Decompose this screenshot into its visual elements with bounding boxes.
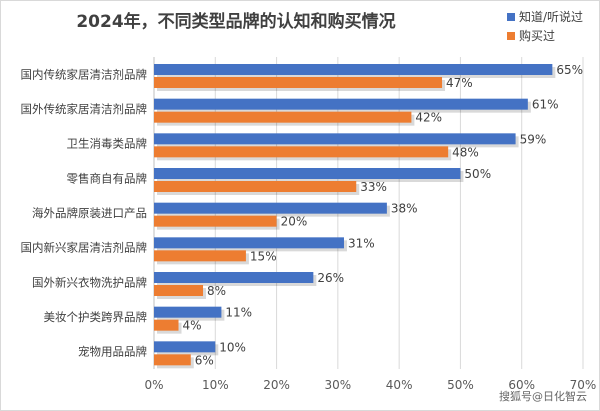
data-label: 11%: [225, 306, 252, 320]
category-label: 宠物用品品牌: [78, 345, 147, 359]
category-label: 海外品牌原装进口产品: [32, 206, 147, 220]
data-label: 59%: [520, 132, 547, 146]
category-label: 国外新兴衣物洗护品牌: [32, 275, 147, 289]
x-tick-label: 10%: [202, 378, 229, 392]
category-label: 国内传统家居清洁剂品牌: [21, 67, 148, 81]
bar-known: [154, 306, 222, 318]
bar-known: [154, 133, 516, 145]
category-label: 美妆个护类跨界品牌: [44, 310, 148, 324]
bar-known: [154, 237, 344, 249]
x-tick-label: 40%: [386, 378, 413, 392]
x-tick-label: 20%: [263, 378, 290, 392]
data-label: 31%: [348, 236, 375, 250]
legend-item-known: 知道/听说过: [507, 8, 583, 25]
data-label: 42%: [415, 111, 442, 125]
bar-known: [154, 202, 387, 214]
data-label: 38%: [391, 202, 418, 216]
legend-swatch-known: [507, 12, 515, 21]
category-label: 卫生消毒类品牌: [67, 137, 148, 151]
data-label: 4%: [183, 319, 202, 333]
data-label: 50%: [464, 167, 491, 181]
bar-known: [154, 98, 528, 110]
legend-label-known: 知道/听说过: [519, 10, 584, 24]
watermark: 搜狐号@日化智云: [499, 390, 587, 403]
data-label: 8%: [207, 284, 226, 298]
bar-purchased: [154, 354, 191, 366]
data-label: 33%: [360, 180, 387, 194]
legend-item-purchased: 购买过: [507, 27, 555, 44]
bar-known: [154, 168, 461, 179]
bar-purchased: [154, 146, 449, 158]
x-tick-label: 60%: [508, 378, 535, 392]
data-label: 47%: [446, 76, 473, 90]
data-label: 20%: [281, 215, 308, 229]
data-label: 10%: [219, 340, 246, 354]
category-label: 零售商自有品牌: [67, 171, 148, 185]
x-tick-label: 30%: [325, 378, 352, 392]
category-label: 国内新兴家居清洁剂品牌: [21, 241, 148, 255]
category-label: 国外传统家居清洁剂品牌: [21, 102, 148, 116]
bar-known: [154, 272, 314, 283]
legend-label-purchased: 购买过: [519, 29, 556, 43]
bar-known: [154, 64, 553, 75]
x-tick-label: 0%: [144, 378, 163, 392]
chart-title: 2024年，不同类型品牌的认知和购买情况: [76, 12, 396, 32]
bar-purchased: [154, 250, 246, 262]
bar-purchased: [154, 111, 412, 123]
legend-swatch-purchased: [507, 31, 515, 40]
bar-purchased: [154, 215, 277, 227]
bar-purchased: [154, 181, 357, 192]
data-label: 26%: [317, 271, 344, 285]
data-label: 65%: [556, 63, 583, 77]
bar-purchased: [154, 319, 179, 331]
x-tick-label: 50%: [447, 378, 474, 392]
x-tick-label: 70%: [570, 378, 597, 392]
bar-known: [154, 341, 216, 353]
bar-purchased: [154, 77, 443, 88]
data-label: 15%: [250, 249, 277, 263]
data-label: 6%: [195, 353, 214, 367]
data-label: 61%: [532, 98, 559, 112]
data-label: 48%: [452, 145, 479, 159]
bar-purchased: [154, 285, 204, 296]
